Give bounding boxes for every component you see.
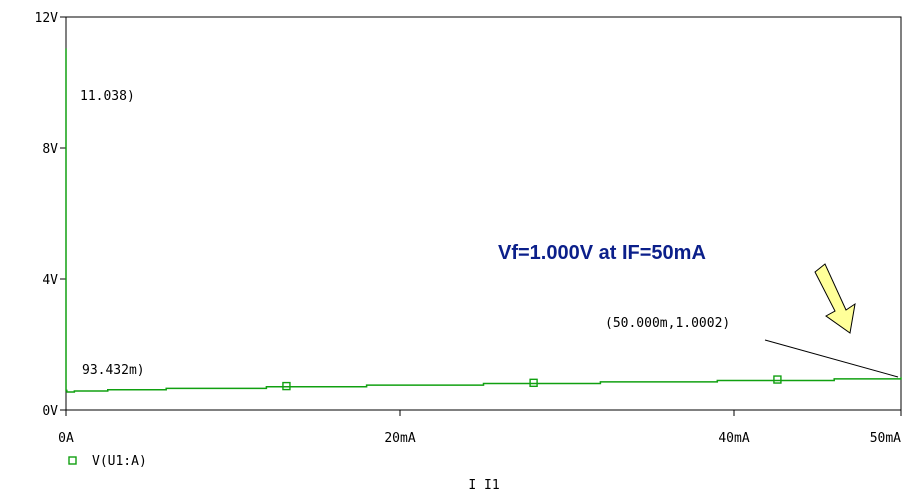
x-tick-label: 20mA bbox=[384, 431, 415, 446]
y-tick-label: 12V bbox=[35, 11, 59, 26]
series-marker bbox=[529, 378, 538, 388]
x-axis-label: I I1 bbox=[468, 478, 499, 493]
x-axis-ticks: 0A 20mA 40mA 50mA bbox=[58, 410, 902, 446]
legend-series-label: V(U1:A) bbox=[92, 454, 147, 469]
y-tick-label: 4V bbox=[42, 273, 58, 288]
y-tick-label: 0V bbox=[42, 404, 58, 419]
x-tick-label: 0A bbox=[58, 431, 74, 446]
headline-annotation: Vf=1.000V at IF=50mA bbox=[498, 242, 706, 264]
series-markers bbox=[282, 375, 782, 391]
callout-arrow-icon bbox=[814, 263, 856, 334]
annotation-top-value: 11.038) bbox=[80, 89, 135, 104]
annotation-bottom-value: 93.432m) bbox=[82, 363, 145, 378]
plot-frame bbox=[65, 16, 902, 411]
series-line-v-u1-a bbox=[65, 48, 902, 393]
y-axis-ticks: 0V 4V 8V 12V bbox=[35, 11, 66, 419]
series-marker bbox=[282, 381, 291, 391]
annotation-end-value: (50.000m,1.0002) bbox=[605, 316, 730, 331]
series-marker bbox=[773, 375, 782, 384]
x-tick-label: 50mA bbox=[870, 431, 901, 446]
annotation-leader-line bbox=[764, 339, 899, 378]
y-tick-label: 8V bbox=[42, 142, 58, 157]
legend-marker-icon bbox=[68, 456, 77, 465]
x-tick-label: 40mA bbox=[718, 431, 749, 446]
